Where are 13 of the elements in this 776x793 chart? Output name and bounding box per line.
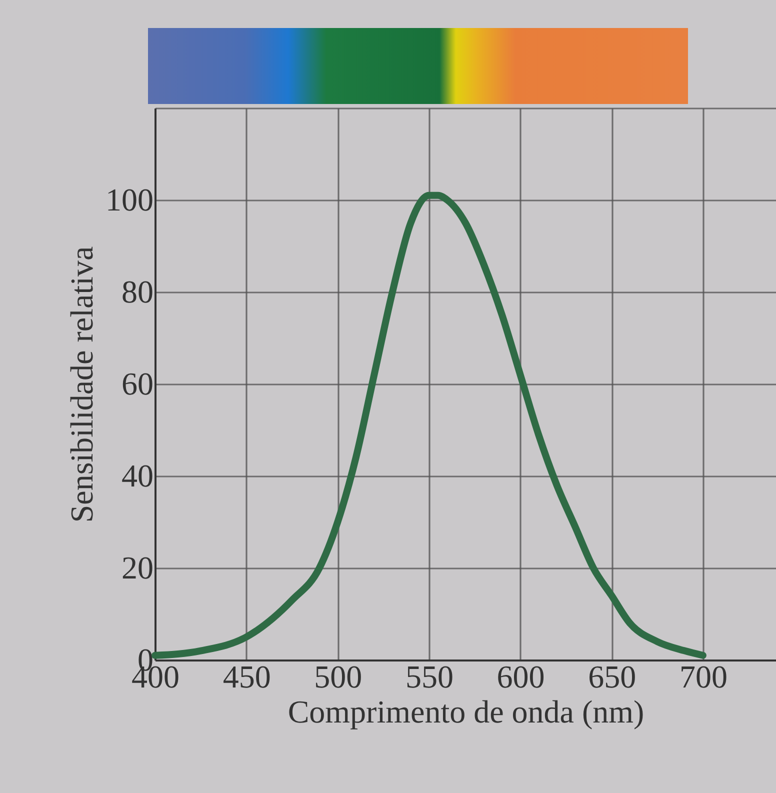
y-tick-label: 60 — [122, 366, 154, 402]
y-axis-title: Sensibilidade relativa — [64, 246, 100, 523]
x-tick-label: 550 — [405, 658, 454, 694]
x-tick-label: 600 — [496, 658, 545, 694]
y-tick-label: 100 — [106, 182, 154, 218]
x-axis-title: Comprimento de onda (nm) — [288, 694, 644, 730]
x-tick-label: 450 — [222, 658, 271, 694]
x-tick-label: 700 — [679, 658, 728, 694]
x-tick-label: 500 — [314, 658, 362, 694]
x-tick-label: 650 — [588, 658, 636, 694]
y-tick-label: 80 — [122, 274, 154, 310]
y-tick-label: 20 — [122, 550, 154, 586]
y-tick-label: 40 — [122, 458, 154, 494]
